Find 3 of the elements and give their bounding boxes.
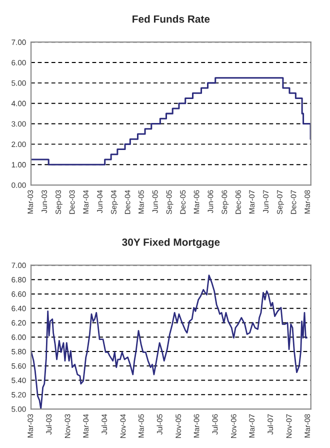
chart-title: 30Y Fixed Mortgage <box>122 238 220 248</box>
line-series <box>31 274 308 410</box>
chart-title: Fed Funds Rate <box>132 15 210 23</box>
